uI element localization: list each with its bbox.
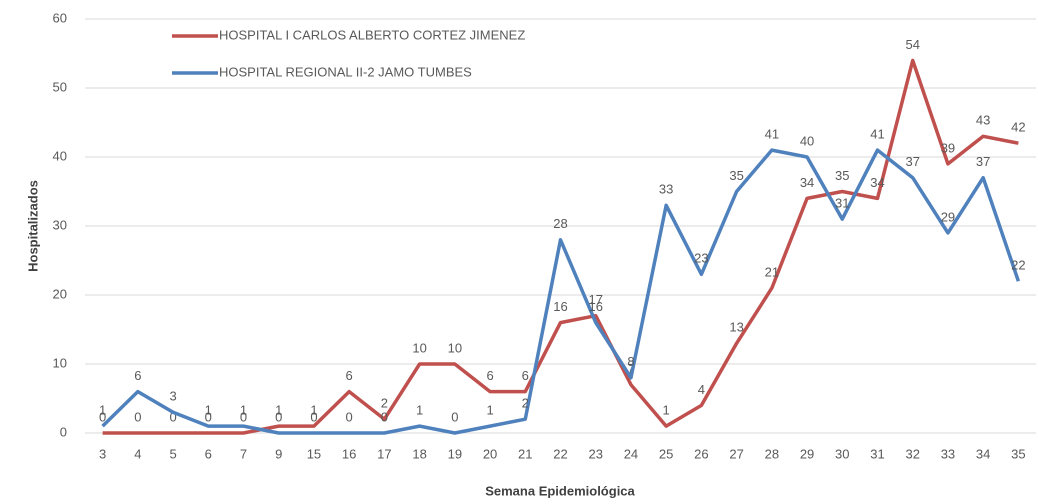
data-label: 0: [381, 409, 388, 424]
data-label: 16: [553, 299, 567, 314]
series-line: [101, 148, 1021, 435]
data-label: 0: [205, 409, 212, 424]
data-label: 35: [729, 168, 743, 183]
data-label: 0: [275, 409, 282, 424]
data-label: 2: [381, 396, 388, 411]
data-label: 37: [905, 154, 919, 169]
y-tick-label: 40: [53, 148, 67, 163]
data-label: 1: [486, 403, 493, 418]
x-tick-label: 3: [99, 446, 106, 461]
y-axis-title: Hospitalizados: [25, 180, 40, 272]
data-label: 54: [905, 37, 919, 52]
data-label: 10: [448, 340, 462, 355]
x-tick-label: 22: [553, 446, 567, 461]
data-label: 0: [240, 409, 247, 424]
x-tick-label: 16: [342, 446, 356, 461]
data-label: 1: [240, 403, 247, 418]
data-label: 34: [800, 175, 814, 190]
data-label: 2: [522, 396, 529, 411]
data-label: 22: [1011, 258, 1025, 273]
x-tick-label: 34: [976, 446, 990, 461]
data-label: 31: [835, 196, 849, 211]
data-label: 37: [976, 154, 990, 169]
data-label: 4: [698, 382, 705, 397]
data-label: 35: [835, 168, 849, 183]
x-tick-label: 35: [1011, 446, 1025, 461]
data-label: 1: [205, 403, 212, 418]
data-label: 3: [169, 389, 176, 404]
x-tick-label: 6: [205, 446, 212, 461]
data-label: 6: [522, 368, 529, 383]
y-tick-label: 20: [53, 286, 67, 301]
data-label: 42: [1011, 120, 1025, 135]
y-tick-label: 10: [53, 355, 67, 370]
data-label: 0: [134, 409, 141, 424]
data-label: 1: [663, 403, 670, 418]
data-label: 1: [275, 403, 282, 418]
data-label: 29: [941, 209, 955, 224]
x-tick-label: 15: [307, 446, 321, 461]
data-label: 0: [99, 409, 106, 424]
data-label: 0: [346, 409, 353, 424]
data-label: 6: [486, 368, 493, 383]
data-label: 1: [99, 403, 106, 418]
data-label: 0: [451, 409, 458, 424]
data-label: 1: [310, 403, 317, 418]
data-label: 8: [627, 354, 634, 369]
x-tick-label: 21: [518, 446, 532, 461]
y-tick-label: 50: [53, 79, 67, 94]
data-label: 41: [870, 127, 884, 142]
x-tick-label: 32: [905, 446, 919, 461]
data-label: 6: [346, 368, 353, 383]
data-label: 39: [941, 140, 955, 155]
x-tick-label: 28: [765, 446, 779, 461]
data-label: 16: [588, 299, 602, 314]
data-label: 6: [134, 368, 141, 383]
x-tick-label: 31: [870, 446, 884, 461]
x-tick-label: 17: [377, 446, 391, 461]
x-axis-title: Semana Epidemiológica: [485, 483, 635, 498]
y-tick-label: 30: [53, 217, 67, 232]
data-label: 28: [553, 216, 567, 231]
data-label: 21: [765, 265, 779, 280]
series-line: [102, 58, 1019, 435]
data-label: 41: [765, 127, 779, 142]
legend-label: HOSPITAL REGIONAL II-2 JAMO TUMBES: [219, 64, 472, 79]
data-label: 0: [310, 409, 317, 424]
y-tick-label: 60: [53, 10, 67, 25]
legend-label: HOSPITAL I CARLOS ALBERTO CORTEZ JIMENEZ: [219, 27, 525, 42]
x-tick-label: 9: [275, 446, 282, 461]
x-tick-label: 24: [624, 446, 638, 461]
data-label: 43: [976, 113, 990, 128]
x-tick-label: 5: [169, 446, 176, 461]
x-tick-label: 30: [835, 446, 849, 461]
data-label: 13: [729, 320, 743, 335]
x-tick-label: 19: [448, 446, 462, 461]
x-tick-label: 27: [729, 446, 743, 461]
data-label: 10: [412, 340, 426, 355]
x-tick-label: 29: [800, 446, 814, 461]
x-tick-label: 25: [659, 446, 673, 461]
data-label: 0: [169, 409, 176, 424]
x-tick-label: 26: [694, 446, 708, 461]
x-tick-label: 23: [588, 446, 602, 461]
y-tick-label: 0: [60, 424, 67, 439]
data-label: 7: [627, 361, 634, 376]
data-label: 40: [800, 133, 814, 148]
x-tick-label: 7: [240, 446, 247, 461]
x-tick-label: 4: [134, 446, 141, 461]
x-tick-label: 33: [941, 446, 955, 461]
data-label: 17: [588, 292, 602, 307]
data-label: 1: [416, 403, 423, 418]
data-label: 34: [870, 175, 884, 190]
data-label: 23: [694, 251, 708, 266]
x-tick-label: 18: [412, 446, 426, 461]
data-label: 33: [659, 182, 673, 197]
x-tick-label: 20: [483, 446, 497, 461]
